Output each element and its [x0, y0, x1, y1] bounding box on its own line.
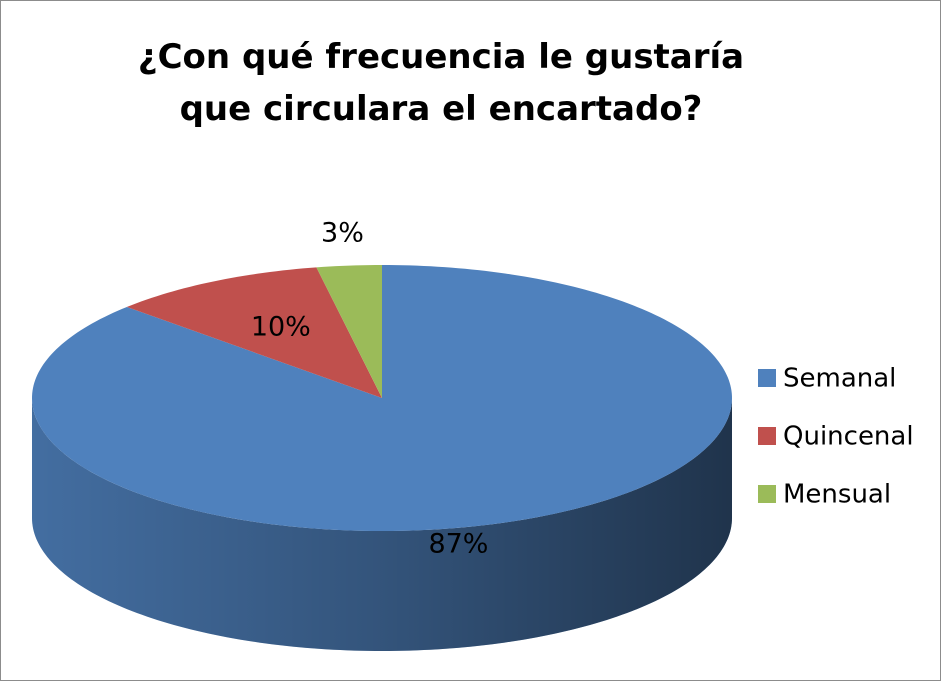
pie-slice	[126, 267, 382, 398]
pie-slice	[32, 265, 732, 531]
legend-label: Quincenal	[783, 422, 914, 452]
legend-label: Semanal	[783, 364, 896, 394]
chart-title: ¿Con qué frecuencia le gustaría que circ…	[137, 37, 745, 129]
pie-side-shade	[32, 398, 732, 651]
data-label: 3%	[321, 218, 364, 249]
legend-swatch	[758, 427, 776, 445]
data-label: 10%	[251, 312, 311, 343]
legend-swatch	[758, 485, 776, 503]
pie-slice	[316, 265, 382, 398]
legend-swatch	[758, 369, 776, 387]
legend-label: Mensual	[783, 480, 891, 510]
data-label: 87%	[428, 529, 488, 560]
